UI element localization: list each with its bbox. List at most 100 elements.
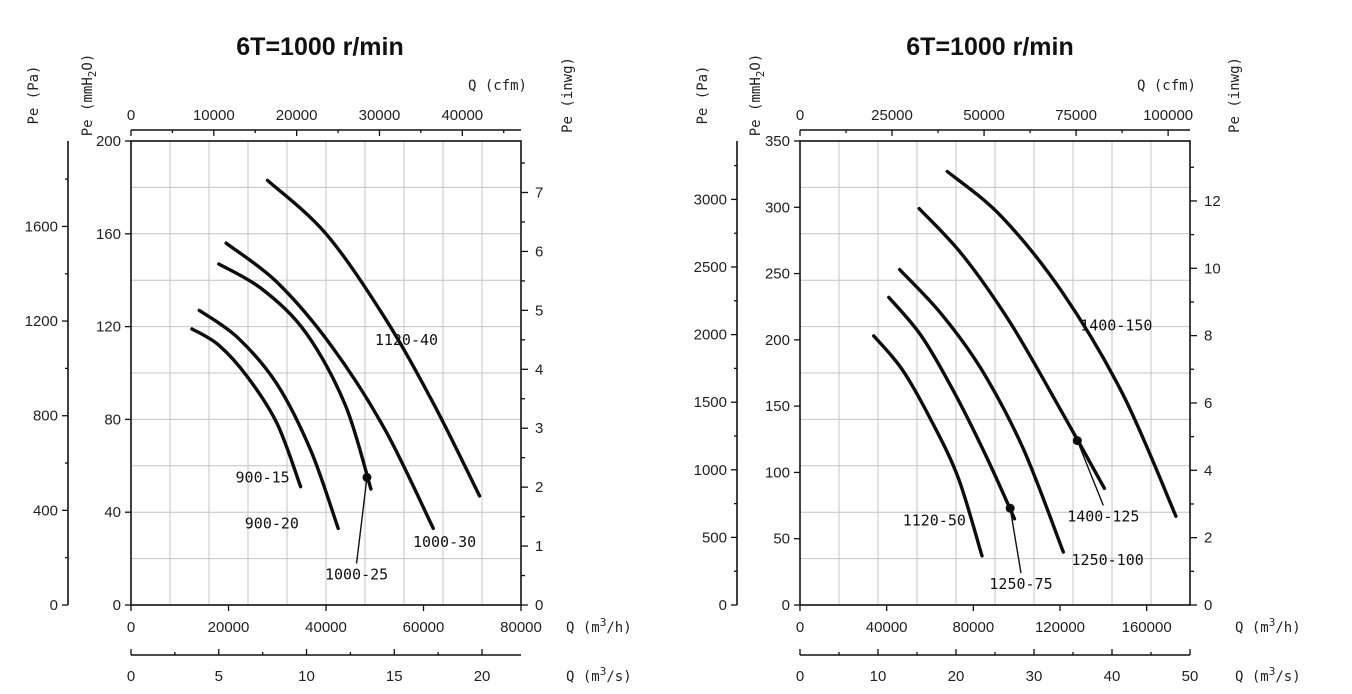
tick-label-mm: 0 [113, 597, 121, 614]
curve-1250-75 [887, 295, 1017, 521]
ylabel-mmh2o-sub: 2 [86, 71, 99, 78]
xlabel-m3s-end: /s) [606, 669, 631, 685]
tick-label-pa: 0 [50, 597, 58, 614]
tick-label-pa: 400 [33, 502, 58, 519]
chart-left: 6T=1000 r/min040801201602000400800120016… [25, 33, 632, 685]
curve-label-1250-100: 1250-100 [1072, 551, 1144, 569]
tick-label-cfm: 75000 [1055, 107, 1097, 124]
tick-label-mm: 0 [782, 597, 790, 614]
tick-label-pa: 2500 [694, 259, 727, 276]
ylabel-inwg: Pe (inwg) [560, 57, 576, 133]
tick-label-inwg: 0 [535, 597, 543, 614]
ylabel-mmh2o-main: Pe (mmH [748, 77, 764, 136]
xlabel-m3h-main: Q (m [566, 620, 600, 636]
xlabel-m3s-sup: 3 [600, 665, 607, 678]
xlabel-m3h-sup: 3 [600, 616, 607, 629]
chart-right: 6T=1000 r/min050100150200250300350050010… [694, 33, 1301, 685]
tick-label-mm: 100 [765, 464, 790, 481]
tick-label-m3s: 5 [215, 668, 223, 685]
tick-label-inwg: 6 [535, 243, 543, 260]
xlabel-m3h-end: /h) [606, 620, 631, 636]
tick-label-pa: 800 [33, 408, 58, 425]
tick-label-m3s: 10 [870, 668, 887, 685]
curve-label-1400-125: 1400-125 [1067, 507, 1139, 525]
tick-label-mm: 350 [765, 133, 790, 150]
plot-frame [799, 140, 1191, 606]
xlabel-m3s-main: Q (m [1235, 669, 1269, 685]
tick-label-inwg: 4 [535, 361, 543, 378]
ylabel-mmh2o-main: Pe (mmH [80, 77, 96, 136]
curve-1400-125 [917, 206, 1107, 490]
tick-label-mm: 250 [765, 266, 790, 283]
tick-label-mm: 40 [104, 504, 121, 521]
tick-label-inwg: 12 [1204, 193, 1221, 210]
tick-label-m3h: 20000 [208, 619, 250, 636]
leader-1000-25 [355, 477, 368, 564]
xlabel-m3s-sup: 3 [1269, 665, 1276, 678]
xlabel-m3s: Q (m3/s) [566, 665, 632, 685]
tick-label-m3s: 50 [1182, 668, 1199, 685]
chart-title: 6T=1000 r/min [906, 33, 1073, 61]
tick-label-m3h: 0 [796, 619, 804, 636]
tick-label-mm: 160 [96, 226, 121, 243]
tick-label-inwg: 8 [1204, 328, 1212, 345]
xlabel-m3h-end: /h) [1275, 620, 1300, 636]
curve-label-1000-25: 1000-25 [325, 565, 388, 583]
tick-label-mm: 200 [765, 332, 790, 349]
tick-label-inwg: 1 [535, 538, 543, 555]
curve-900-15 [190, 327, 303, 489]
tick-label-m3s: 10 [298, 668, 315, 685]
xlabel-m3h: Q (m3/h) [566, 616, 632, 636]
curve-1400-150 [945, 169, 1178, 518]
tick-label-pa: 500 [702, 529, 727, 546]
tick-label-inwg: 2 [1204, 530, 1212, 547]
ylabel-pa: Pe (Pa) [695, 65, 711, 124]
tick-label-m3s: 0 [127, 668, 135, 685]
curve-label-1250-75: 1250-75 [989, 575, 1052, 593]
xlabel-m3h-main: Q (m [1235, 620, 1269, 636]
curve-label-1000-30: 1000-30 [413, 533, 476, 551]
leader-1250-75 [1009, 508, 1022, 574]
xlabel-cfm: Q (cfm) [468, 78, 527, 94]
tick-label-pa: 3000 [694, 191, 727, 208]
curve-label-1400-150: 1400-150 [1080, 317, 1152, 335]
tick-label-m3h: 40000 [305, 619, 347, 636]
tick-label-mm: 50 [773, 531, 790, 548]
tick-label-m3h: 120000 [1035, 619, 1085, 636]
ylabel-inwg: Pe (inwg) [1227, 57, 1243, 133]
xlabel-cfm: Q (cfm) [1137, 78, 1196, 94]
curve-label-900-15: 900-15 [236, 469, 290, 487]
tick-label-m3h: 80000 [500, 619, 542, 636]
tick-label-pa: 1600 [25, 218, 58, 235]
xlabel-m3s: Q (m3/s) [1235, 665, 1301, 685]
tick-label-cfm: 20000 [276, 107, 318, 124]
xlabel-m3s-main: Q (m [566, 669, 600, 685]
tick-label-pa: 0 [719, 597, 727, 614]
curve-label-900-20: 900-20 [245, 514, 299, 532]
tick-label-m3s: 20 [474, 668, 491, 685]
tick-label-inwg: 10 [1204, 260, 1221, 277]
ylabel-mmh2o-end: O) [80, 54, 96, 71]
tick-label-inwg: 5 [535, 302, 543, 319]
tick-label-m3s: 0 [796, 668, 804, 685]
tick-label-inwg: 0 [1204, 597, 1212, 614]
tick-label-m3s: 30 [1026, 668, 1043, 685]
tick-label-mm: 120 [96, 319, 121, 336]
xlabel-m3h-sup: 3 [1269, 616, 1276, 629]
tick-label-cfm: 25000 [871, 107, 913, 124]
xlabel-m3h: Q (m3/h) [1235, 616, 1301, 636]
tick-label-m3h: 40000 [866, 619, 908, 636]
tick-label-inwg: 6 [1204, 395, 1212, 412]
curve-1000-30 [224, 241, 435, 531]
tick-label-cfm: 100000 [1143, 107, 1193, 124]
tick-label-m3s: 15 [386, 668, 403, 685]
curve-1000-25 [217, 262, 373, 491]
tick-label-inwg: 7 [535, 185, 543, 202]
tick-label-pa: 1000 [694, 462, 727, 479]
tick-label-inwg: 3 [535, 420, 543, 437]
curve-label-1120-50: 1120-50 [903, 511, 966, 529]
ylabel-mmh2o-end: O) [748, 54, 764, 71]
tick-label-pa: 2000 [694, 327, 727, 344]
tick-label-cfm: 40000 [441, 107, 483, 124]
